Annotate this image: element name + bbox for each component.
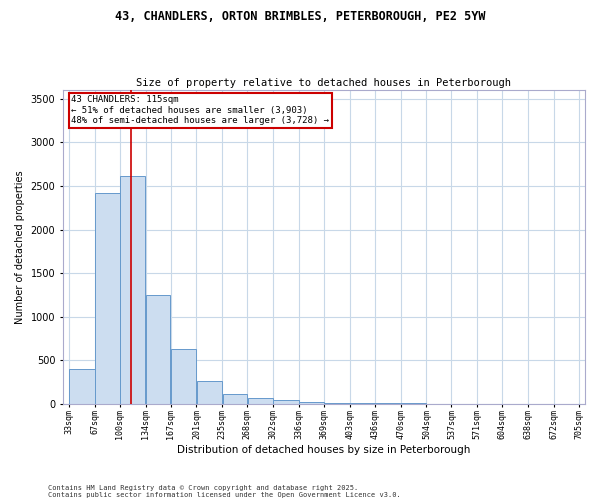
Text: 43 CHANDLERS: 115sqm
← 51% of detached houses are smaller (3,903)
48% of semi-de: 43 CHANDLERS: 115sqm ← 51% of detached h…: [71, 96, 329, 125]
Bar: [299, 402, 324, 404]
Bar: [274, 400, 299, 404]
X-axis label: Distribution of detached houses by size in Peterborough: Distribution of detached houses by size …: [177, 445, 470, 455]
Text: Contains public sector information licensed under the Open Government Licence v3: Contains public sector information licen…: [48, 492, 401, 498]
Title: Size of property relative to detached houses in Peterborough: Size of property relative to detached ho…: [136, 78, 511, 88]
Bar: [248, 398, 273, 404]
Bar: [350, 403, 374, 404]
Bar: [95, 193, 119, 404]
Bar: [171, 349, 196, 404]
Y-axis label: Number of detached properties: Number of detached properties: [15, 170, 25, 324]
Bar: [324, 402, 350, 404]
Text: Contains HM Land Registry data © Crown copyright and database right 2025.: Contains HM Land Registry data © Crown c…: [48, 485, 358, 491]
Bar: [69, 369, 95, 404]
Bar: [197, 381, 222, 404]
Bar: [120, 176, 145, 404]
Text: 43, CHANDLERS, ORTON BRIMBLES, PETERBOROUGH, PE2 5YW: 43, CHANDLERS, ORTON BRIMBLES, PETERBORO…: [115, 10, 485, 23]
Bar: [223, 394, 247, 404]
Bar: [146, 295, 170, 404]
